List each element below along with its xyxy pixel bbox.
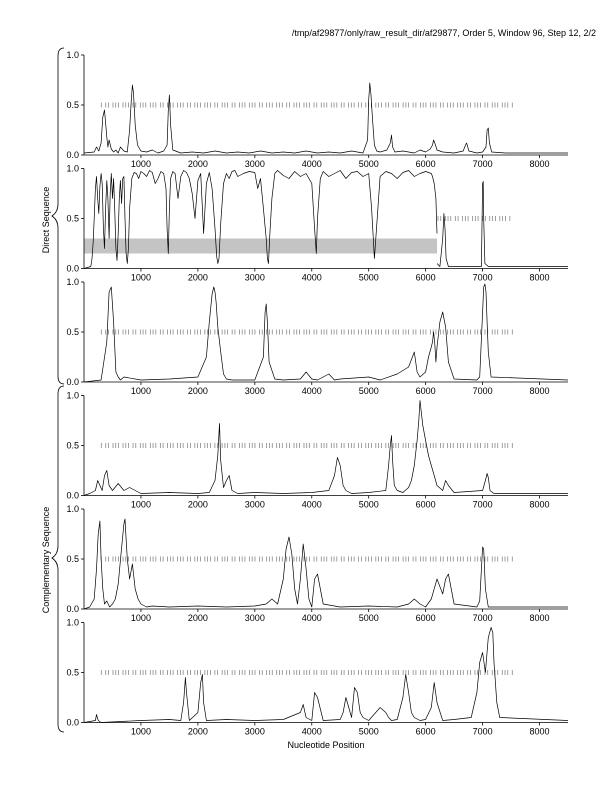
x-tick-label: 5000 — [359, 273, 379, 283]
x-tick-label: 1000 — [131, 727, 151, 737]
x-tick-label: 3000 — [245, 500, 265, 510]
series-line — [83, 627, 569, 723]
series-line — [83, 283, 569, 383]
panel-1: 0.0 0.5 1.0 1000 2000 3000 4000 5000 6000 7000 800… — [66, 50, 568, 169]
x-tick-label: 7000 — [473, 613, 493, 623]
x-tick-label: 5000 — [359, 159, 379, 169]
x-tick-label: 5000 — [359, 613, 379, 623]
x-tick-label: 7000 — [473, 727, 493, 737]
panel-3: 0.0 0.5 1.0 1000 2000 3000 4000 5000 6000 7000 800… — [66, 277, 569, 396]
y-tick-label: 1.0 — [66, 164, 79, 174]
x-tick-label: 4000 — [302, 500, 322, 510]
panels-group: 0.0 0.5 1.0 1000 2000 3000 4000 5000 6000 7000 800… — [66, 50, 569, 737]
panel-2: 0.0 0.5 1.0 1000 2000 3000 4000 5000 6000 7000 800… — [66, 164, 568, 283]
x-tick-label: 4000 — [302, 273, 322, 283]
x-tick-label: 5000 — [359, 500, 379, 510]
series-line — [83, 518, 568, 610]
x-tick-label: 2000 — [188, 273, 208, 283]
series-line — [436, 181, 568, 267]
y-tick-label: 0.0 — [66, 150, 79, 160]
y-tick-label: 0.0 — [66, 718, 79, 728]
x-tick-label: 1000 — [131, 273, 151, 283]
x-tick-label: 8000 — [530, 500, 550, 510]
y-tick-label: 1.0 — [66, 504, 79, 514]
direct-sequence-brace — [51, 47, 65, 385]
series-line — [83, 82, 568, 154]
x-tick-label: 8000 — [530, 159, 550, 169]
complementary-sequence-brace — [51, 385, 65, 733]
y-tick-label: 0.0 — [66, 264, 79, 274]
series-line — [83, 400, 568, 496]
x-tick-label: 7000 — [473, 273, 493, 283]
x-tick-label: 1000 — [131, 159, 151, 169]
x-tick-label: 6000 — [416, 500, 436, 510]
x-tick-label: 2000 — [188, 727, 208, 737]
x-tick-label: 8000 — [530, 386, 550, 396]
x-tick-label: 6000 — [416, 613, 436, 623]
y-tick-label: 1.0 — [66, 277, 79, 287]
y-tick-label: 0.0 — [66, 377, 79, 387]
x-tick-label: 1000 — [131, 500, 151, 510]
x-tick-label: 6000 — [416, 727, 436, 737]
y-tick-label: 0.5 — [66, 214, 79, 224]
x-tick-label: 1000 — [131, 613, 151, 623]
x-tick-label: 3000 — [245, 613, 265, 623]
panel-5: 0.0 0.5 1.0 1000 2000 3000 4000 5000 6000 7000 800… — [66, 504, 568, 623]
panel-6: 0.0 0.5 1.0 1000 2000 3000 4000 5000 6000 7000 800… — [66, 618, 569, 737]
threshold-band — [84, 238, 438, 254]
x-tick-label: 2000 — [188, 500, 208, 510]
x-tick-label: 5000 — [359, 727, 379, 737]
y-tick-label: 0.5 — [66, 441, 79, 451]
x-tick-label: 7000 — [473, 386, 493, 396]
x-tick-label: 1000 — [131, 386, 151, 396]
x-axis-label: Nucleotide Position — [287, 740, 364, 750]
x-tick-label: 4000 — [302, 386, 322, 396]
x-tick-label: 5000 — [359, 386, 379, 396]
x-tick-label: 2000 — [188, 159, 208, 169]
y-tick-label: 1.0 — [66, 618, 79, 628]
x-tick-label: 3000 — [245, 159, 265, 169]
x-tick-label: 6000 — [416, 159, 436, 169]
x-tick-label: 7000 — [473, 500, 493, 510]
y-tick-label: 0.5 — [66, 327, 79, 337]
x-tick-label: 3000 — [245, 273, 265, 283]
x-tick-label: 6000 — [416, 273, 436, 283]
series-line — [83, 170, 438, 269]
x-tick-label: 2000 — [188, 386, 208, 396]
complementary-sequence-label: Complementary Sequence — [41, 507, 51, 614]
x-tick-label: 8000 — [530, 613, 550, 623]
x-tick-label: 8000 — [530, 727, 550, 737]
x-tick-label: 8000 — [530, 273, 550, 283]
x-tick-label: 4000 — [302, 727, 322, 737]
x-tick-label: 4000 — [302, 159, 322, 169]
y-tick-label: 0.5 — [66, 554, 79, 564]
x-tick-label: 6000 — [416, 386, 436, 396]
y-tick-label: 0.5 — [66, 100, 79, 110]
x-tick-label: 7000 — [473, 159, 493, 169]
x-tick-label: 4000 — [302, 613, 322, 623]
y-tick-label: 0.5 — [66, 668, 79, 678]
y-tick-label: 1.0 — [66, 391, 79, 401]
header-text: /tmp/af29877/only/raw_result_dir/af29877… — [292, 28, 596, 38]
x-tick-label: 3000 — [245, 727, 265, 737]
direct-sequence-label: Direct Sequence — [41, 187, 51, 254]
x-tick-label: 2000 — [188, 613, 208, 623]
y-tick-label: 0.0 — [66, 604, 79, 614]
y-tick-label: 0.0 — [66, 491, 79, 501]
y-tick-label: 1.0 — [66, 50, 79, 60]
panel-4: 0.0 0.5 1.0 1000 2000 3000 4000 5000 6000 7000 800… — [66, 391, 568, 510]
x-tick-label: 3000 — [245, 386, 265, 396]
